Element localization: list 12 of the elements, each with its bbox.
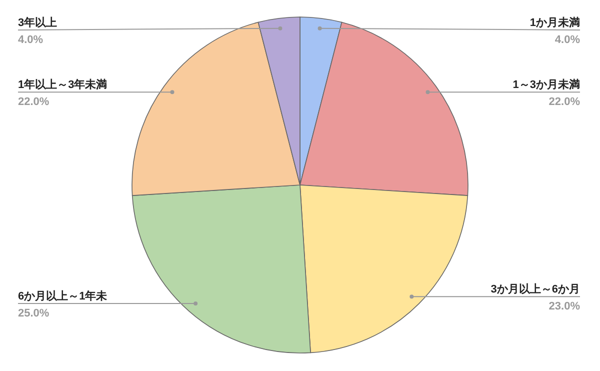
slice-label: 3年以上	[18, 16, 58, 29]
data-label: 22.0%	[548, 96, 580, 108]
data-label: 23.0%	[548, 300, 580, 313]
slice-label: 1年以上～3年未満	[18, 78, 108, 92]
data-label: 4.0%	[554, 34, 580, 46]
slice-label: 1か月未満	[530, 16, 580, 29]
slice-label: 3か月以上～6か月	[490, 282, 580, 296]
data-label: 4.0%	[18, 34, 44, 46]
data-label: 25.0%	[18, 307, 50, 320]
slice-label: 1～3か月未満	[512, 78, 580, 92]
data-label: 22.0%	[18, 96, 50, 108]
slice-label: 6か月以上～1年未	[18, 289, 108, 302]
